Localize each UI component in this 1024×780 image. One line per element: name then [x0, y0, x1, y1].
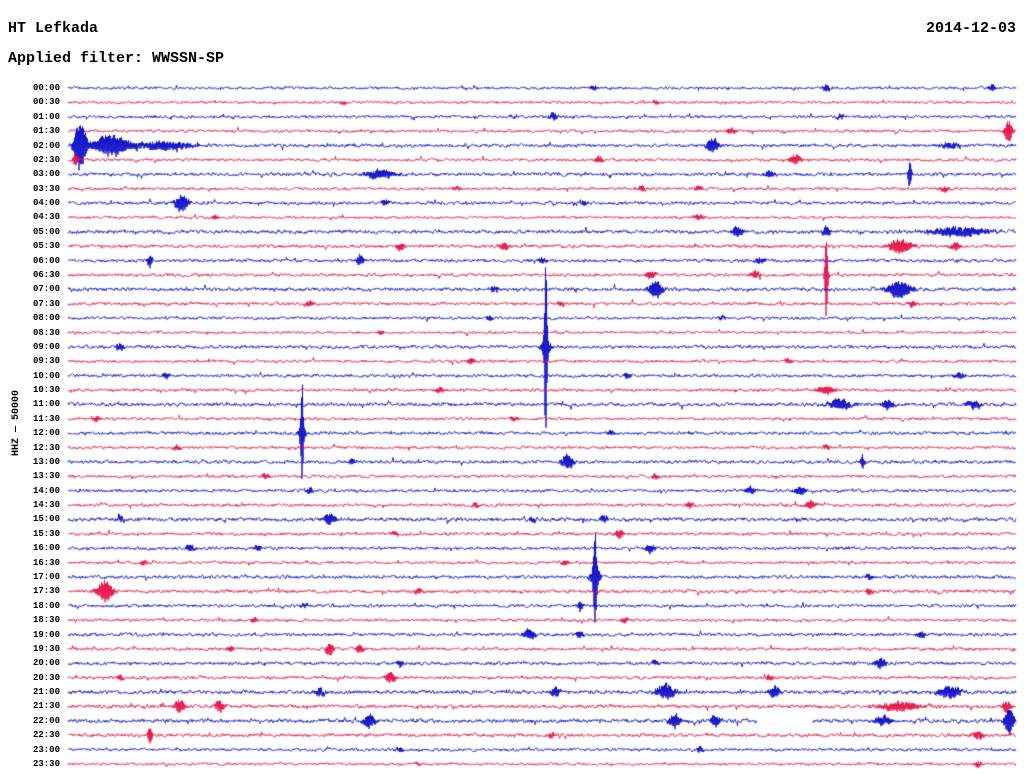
row-time-label: 08:30 [32, 327, 60, 338]
row-time-label: 03:00 [32, 169, 60, 180]
row-time-label: 14:30 [32, 500, 60, 511]
row-time-label: 16:00 [32, 543, 60, 554]
date-label: 2014-12-03 [925, 20, 1016, 37]
row-time-label: 22:30 [32, 730, 60, 741]
row-time-label: 02:00 [32, 140, 60, 151]
row-time-label: 20:00 [32, 658, 60, 669]
row-time-label: 21:00 [32, 687, 60, 698]
row-time-label: 23:30 [32, 759, 60, 769]
row-time-label: 07:00 [32, 284, 60, 295]
row-time-label: 10:30 [32, 385, 60, 396]
station-title: HT Lefkada [8, 20, 99, 37]
row-time-label: 15:30 [32, 528, 60, 539]
applied-filter-label: Applied filter: WWSSN-SP [8, 50, 225, 67]
row-time-label: 06:30 [32, 269, 60, 280]
row-time-label: 00:30 [32, 97, 60, 108]
row-time-label: 18:00 [32, 600, 60, 611]
row-time-label: 22:00 [32, 715, 60, 726]
row-time-label: 04:00 [32, 198, 60, 209]
row-time-label: 20:30 [32, 672, 60, 683]
row-time-label: 17:00 [32, 572, 60, 583]
row-time-label: 05:30 [32, 241, 60, 252]
row-time-label: 09:00 [32, 341, 60, 352]
row-time-label: 14:00 [32, 485, 60, 496]
row-time-label: 18:30 [32, 615, 60, 626]
row-time-label: 02:30 [32, 154, 60, 165]
row-time-label: 11:30 [32, 413, 60, 424]
row-time-label: 09:30 [32, 356, 60, 367]
row-time-label: 04:30 [32, 212, 60, 223]
row-time-label: 16:30 [32, 557, 60, 568]
row-time-label: 07:30 [32, 298, 60, 309]
row-time-label: 01:30 [32, 126, 60, 137]
row-time-label: 23:00 [32, 744, 60, 755]
row-time-label: 19:00 [32, 629, 60, 640]
row-time-label: 15:00 [32, 514, 60, 525]
row-time-label: 21:30 [32, 701, 60, 712]
row-time-label: 17:30 [32, 586, 60, 597]
row-time-label: 10:00 [32, 370, 60, 381]
row-time-label: 03:30 [32, 183, 60, 194]
row-time-label: 12:30 [32, 442, 60, 453]
row-time-label: 01:00 [32, 111, 60, 122]
row-time-label: 19:30 [32, 643, 60, 654]
row-time-label: 11:00 [32, 399, 60, 410]
row-time-label: 00:00 [32, 83, 60, 93]
row-time-label: 13:00 [32, 456, 60, 467]
row-time-label: 08:00 [32, 313, 60, 324]
row-time-label: 12:00 [32, 428, 60, 439]
row-time-label: 13:30 [32, 471, 60, 482]
row-time-label: 06:00 [32, 255, 60, 266]
row-time-label: 05:00 [32, 226, 60, 237]
